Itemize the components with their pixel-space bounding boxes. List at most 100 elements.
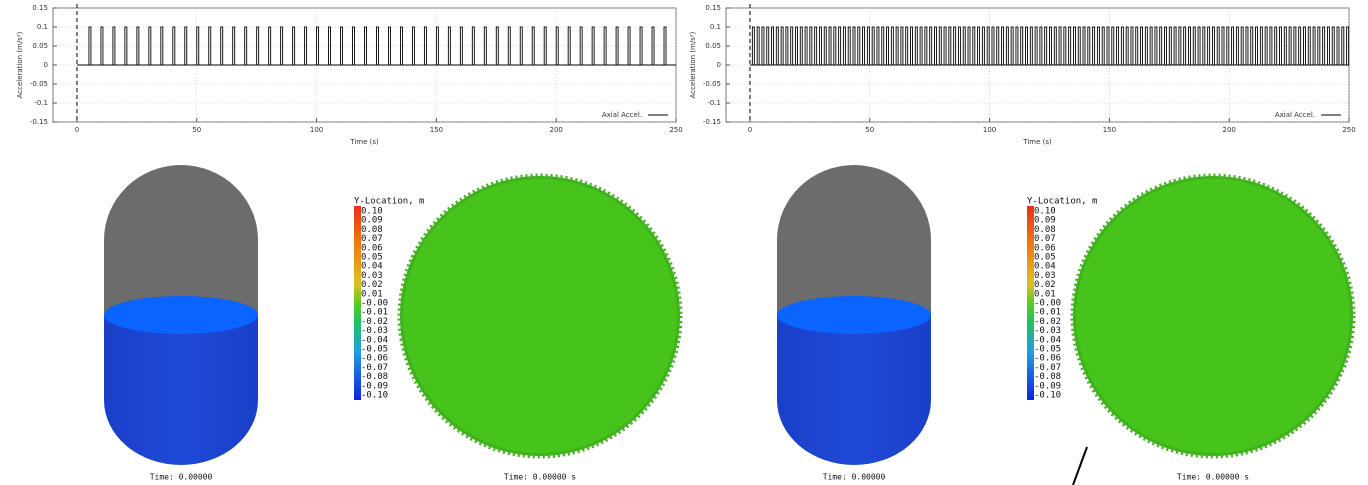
pulse	[877, 27, 879, 65]
visual-panel: Time: 0.00000Y-Location, m0.100.090.080.…	[104, 165, 680, 482]
pulse	[1088, 27, 1090, 65]
y-tick-label: -0.1	[707, 99, 721, 107]
pulse	[1021, 27, 1023, 65]
y-tick-label: -0.05	[703, 80, 721, 88]
pulse	[1208, 27, 1210, 65]
pulse	[958, 27, 960, 65]
pulse	[963, 27, 965, 65]
pulse	[1280, 27, 1282, 65]
tank-gas	[104, 165, 258, 315]
chart: 0.150.10.050-0.05-0.1-0.1505010015020025…	[689, 4, 1356, 146]
pulse	[1184, 27, 1186, 65]
colorbar-label: -0.10	[361, 391, 388, 401]
pulse	[1117, 27, 1119, 65]
colorbar-title: Y-Location, m	[1027, 197, 1097, 207]
y-tick-label: 0.1	[37, 23, 48, 31]
pulse	[1308, 27, 1310, 65]
pulse	[1332, 27, 1334, 65]
pulse	[1006, 27, 1008, 65]
pulse	[1164, 27, 1166, 65]
pulse	[1059, 27, 1061, 65]
pulse	[757, 27, 759, 65]
pulse	[997, 27, 999, 65]
x-tick-label: 250	[1342, 126, 1355, 134]
pulse	[1260, 27, 1262, 65]
disk	[1076, 179, 1350, 453]
pulse	[973, 27, 975, 65]
pulse	[1136, 27, 1138, 65]
colorbar-label: -0.10	[1034, 391, 1061, 401]
pulse	[839, 27, 841, 65]
pulse	[791, 27, 793, 65]
pulse	[1064, 27, 1066, 65]
x-tick-label: 200	[550, 126, 563, 134]
pulse	[1030, 27, 1032, 65]
pulse	[911, 27, 913, 65]
pulse	[1284, 27, 1286, 65]
pulse	[1054, 27, 1056, 65]
tank-liquid	[777, 315, 931, 465]
x-tick-label: 50	[192, 126, 201, 134]
pulse	[767, 27, 769, 65]
pulse	[949, 27, 951, 65]
pulse	[992, 27, 994, 65]
disk-time: Time: 0.00000 s	[504, 473, 576, 482]
pulse	[1112, 27, 1114, 65]
colorbar	[354, 206, 361, 400]
pulse	[934, 27, 936, 65]
legend-label: Axial Accel.	[1275, 111, 1315, 119]
tank-time: Time: 0.00000	[823, 473, 886, 482]
pulse	[1093, 27, 1095, 65]
pulse	[1222, 27, 1224, 65]
colorbar	[1027, 206, 1034, 400]
pulse	[772, 27, 774, 65]
screen: 0.150.10.050-0.05-0.1-0.1505010015020025…	[0, 0, 1368, 485]
pulse	[1045, 27, 1047, 65]
visual-panel: Time: 0.00000Y-Location, m0.100.090.080.…	[777, 165, 1353, 482]
pulse	[829, 27, 831, 65]
pulse	[1198, 27, 1200, 65]
pulse	[1035, 27, 1037, 65]
pulse	[1160, 27, 1162, 65]
pulse	[1270, 27, 1272, 65]
pulse	[1327, 27, 1329, 65]
pulse	[1040, 27, 1042, 65]
y-tick-label: 0.05	[705, 42, 721, 50]
pulse	[987, 27, 989, 65]
x-tick-label: 50	[865, 126, 874, 134]
x-tick-label: 250	[669, 126, 682, 134]
y-tick-label: -0.15	[703, 118, 721, 126]
y-axis-label: Acceleration (m/s²)	[689, 31, 697, 98]
pulse	[1212, 27, 1214, 65]
pulse	[1102, 27, 1104, 65]
pulse	[843, 27, 845, 65]
x-tick-label: 0	[748, 126, 752, 134]
pulse	[915, 27, 917, 65]
pulse	[1318, 27, 1320, 65]
pulse	[1016, 27, 1018, 65]
y-tick-label: 0.15	[32, 4, 48, 12]
pulse	[781, 27, 783, 65]
liquid-surface	[777, 296, 931, 334]
pulse	[1150, 27, 1152, 65]
disk	[403, 179, 677, 453]
y-tick-label: -0.15	[30, 118, 48, 126]
x-tick-label: 0	[75, 126, 79, 134]
pulse	[1342, 27, 1344, 65]
y-tick-label: -0.1	[34, 99, 48, 107]
pulse	[887, 27, 889, 65]
pulse	[1069, 27, 1071, 65]
y-tick-label: 0.1	[710, 23, 721, 31]
pulse	[982, 27, 984, 65]
pulse	[853, 27, 855, 65]
pulse	[1303, 27, 1305, 65]
tank-gas	[777, 165, 931, 315]
pulse	[795, 27, 797, 65]
pulse	[925, 27, 927, 65]
legend-label: Axial Accel.	[602, 111, 642, 119]
pulse	[863, 27, 865, 65]
pointer-line	[1073, 447, 1087, 485]
pulse	[1246, 27, 1248, 65]
pulse	[891, 27, 893, 65]
